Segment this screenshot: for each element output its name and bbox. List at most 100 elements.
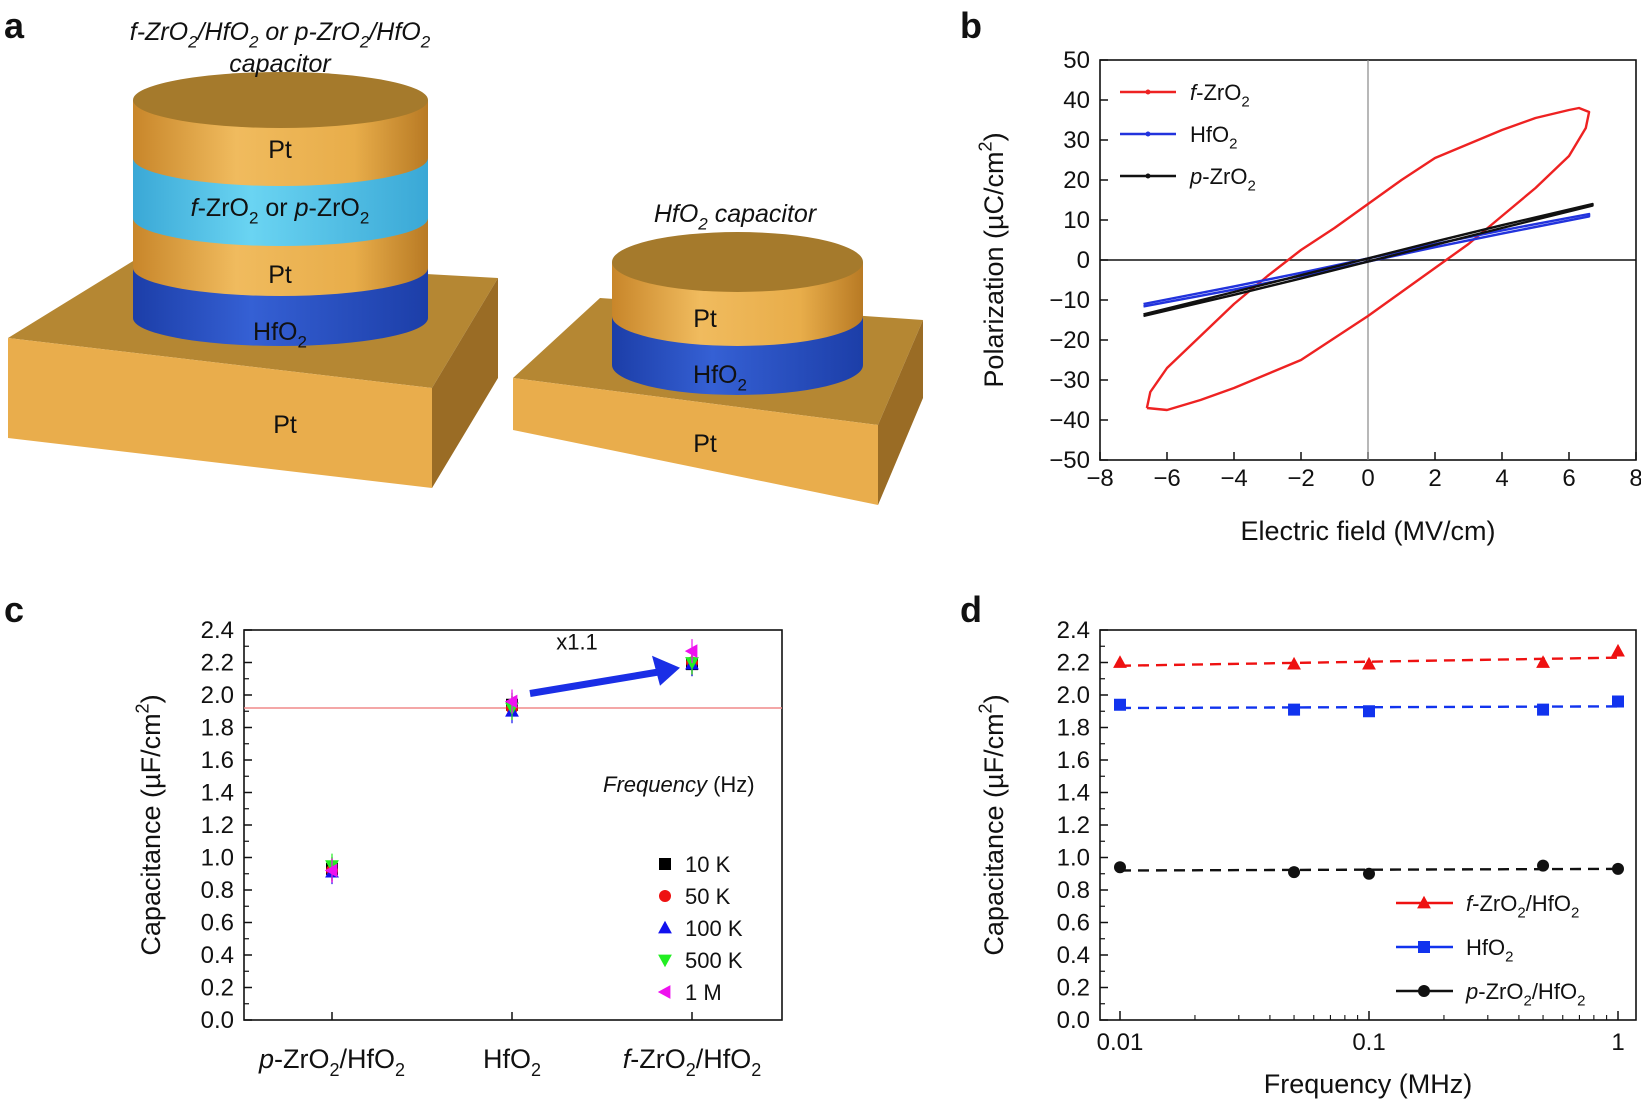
chart-d-legend-label: f-ZrO2/HfO2 <box>1466 891 1579 922</box>
chart-b-ylabel: Polarization (µC/cm2) <box>976 132 1009 387</box>
chart-c-ytick-label: 2.2 <box>201 650 234 677</box>
chart-c-category-label: p-ZrO2/HfO2 <box>258 1044 405 1080</box>
capacitor-diagram-left: f-ZrO2/HfO2 or p-ZrO2/HfO2 capacitor Pt … <box>8 18 498 488</box>
chart-c-point <box>504 694 518 709</box>
chart-b-legend-label: f-ZrO2 <box>1190 80 1250 111</box>
chart-c-ytick-label: 1.8 <box>201 715 234 742</box>
chart-c-legend-marker <box>659 890 671 902</box>
chart-c-legend-marker <box>658 920 672 934</box>
chart-c-ytick-label: 1.2 <box>201 812 234 839</box>
chart-b-ytick-label: 40 <box>1063 87 1090 114</box>
chart-c-capacitance: 0.0 0.2 0.4 0.6 0.8 1.0 1.2 1.4 1.6 1.8 2.0 2.2 2.4 p… <box>133 617 783 1080</box>
chart-d-ytick-label: 0.4 <box>1057 942 1090 969</box>
chart-d-ytick-label: 2.0 <box>1057 682 1090 709</box>
chart-c-legend-label: 10 K <box>685 852 731 877</box>
right-top-cap <box>612 232 863 292</box>
chart-b-ytick-label: −40 <box>1049 407 1090 434</box>
chart-b-ytick-label: 20 <box>1063 167 1090 194</box>
chart-b-ytick-label: −30 <box>1049 367 1090 394</box>
chart-b-xlabel: Electric field (MV/cm) <box>1240 516 1495 546</box>
chart-b-xtick-label: 6 <box>1562 465 1575 492</box>
left-label-pt-top: Pt <box>268 136 292 164</box>
chart-c-legend-title: Frequency (Hz) <box>603 772 755 797</box>
chart-c-ylabel: Capacitance (µF/cm2) <box>133 694 166 955</box>
panel-label-d: d <box>960 589 982 630</box>
chart-d-point <box>1612 862 1624 875</box>
chart-d-point <box>1363 867 1375 880</box>
chart-c-category-label: f-ZrO2/HfO2 <box>623 1044 762 1080</box>
chart-d-ylabel: Capacitance (µF/cm2) <box>976 694 1009 955</box>
left-top-cap <box>133 72 428 128</box>
chart-d-point <box>1363 705 1375 718</box>
chart-d-ytick-label: 2.4 <box>1057 617 1090 644</box>
chart-d-fit-line <box>1119 867 1619 872</box>
chart-c-ytick-label: 1.6 <box>201 747 234 774</box>
chart-b-ytick-label: 50 <box>1063 47 1090 74</box>
chart-d-xtick-label: 1 <box>1611 1029 1624 1056</box>
chart-b-xtick-label: 0 <box>1361 465 1374 492</box>
chart-c-legend-marker <box>658 954 672 968</box>
chart-b-ytick-label: −50 <box>1049 447 1090 474</box>
chart-c-ytick-label: 0.0 <box>201 1007 234 1034</box>
chart-d-xtick-label: 0.1 <box>1352 1029 1385 1056</box>
chart-c-ytick-label: 1.0 <box>201 845 234 872</box>
chart-b-ytick-label: −10 <box>1049 287 1090 314</box>
right-label-hfo2: HfO2 <box>693 361 747 395</box>
chart-c-legend-marker <box>659 858 671 870</box>
chart-b-xtick-label: 8 <box>1629 465 1641 492</box>
right-label-pt: Pt <box>693 305 717 333</box>
chart-c-legend-label: 1 M <box>685 980 722 1005</box>
capacitor-diagram-right: HfO2 capacitor Pt HfO2 Pt <box>513 200 923 505</box>
chart-d-legend-marker <box>1417 895 1431 909</box>
panel-label-a: a <box>4 5 25 46</box>
left-label-zro2: f-ZrO2 or p-ZrO2 <box>191 194 370 228</box>
chart-d-point <box>1612 695 1624 708</box>
chart-d-point <box>1611 643 1625 657</box>
chart-d-ytick-label: 1.8 <box>1057 715 1090 742</box>
chart-d-point <box>1362 656 1376 670</box>
chart-c-arrow-shaft <box>529 668 661 697</box>
chart-b-xtick-label: 4 <box>1495 465 1508 492</box>
chart-c-ytick-label: 0.4 <box>201 942 234 969</box>
chart-c-ytick-label: 2.4 <box>201 617 234 644</box>
chart-d-point <box>1288 866 1301 879</box>
chart-d-ytick-label: 0.6 <box>1057 910 1090 937</box>
chart-b-ytick-label: −20 <box>1049 327 1090 354</box>
chart-d-point <box>1114 698 1126 711</box>
chart-b-xtick-label: 2 <box>1428 465 1441 492</box>
chart-c-ytick-label: 0.8 <box>201 877 234 904</box>
chart-d-point <box>1537 859 1550 872</box>
chart-b-legend-dot <box>1145 89 1151 95</box>
chart-d-ytick-label: 1.6 <box>1057 747 1090 774</box>
left-label-substrate: Pt <box>273 411 297 439</box>
chart-d-point <box>1287 656 1301 670</box>
chart-b-xtick-label: −4 <box>1220 465 1247 492</box>
right-label-substrate: Pt <box>693 430 717 458</box>
chart-b-legend-dot <box>1145 131 1151 137</box>
chart-d-point <box>1113 655 1127 668</box>
chart-b-xtick-label: −6 <box>1153 465 1180 492</box>
chart-c-point <box>685 657 699 670</box>
chart-b-legend-dot <box>1145 173 1151 179</box>
chart-b-ytick-label: 0 <box>1077 247 1090 274</box>
chart-c-point <box>324 863 338 878</box>
chart-b-legend-label: p-ZrO2 <box>1189 164 1256 195</box>
chart-d-point <box>1114 861 1126 874</box>
chart-b-xtick-label: −8 <box>1086 465 1113 492</box>
left-substrate-front <box>8 338 432 488</box>
chart-d-ytick-label: 0.8 <box>1057 877 1090 904</box>
chart-c-ytick-label: 2.0 <box>201 682 234 709</box>
chart-c-legend-marker <box>657 985 671 999</box>
right-title: HfO2 capacitor <box>654 200 818 234</box>
chart-d-fit-line <box>1119 656 1619 667</box>
chart-d-legend-marker <box>1418 985 1430 997</box>
chart-c-legend-label: 100 K <box>685 916 743 941</box>
chart-d-ytick-label: 0.2 <box>1057 975 1090 1002</box>
left-title-line1: f-ZrO2/HfO2 or p-ZrO2/HfO2 <box>130 18 431 52</box>
chart-d-ytick-label: 0.0 <box>1057 1007 1090 1034</box>
chart-d-frame <box>1099 629 1637 1021</box>
chart-d-point <box>1288 703 1301 716</box>
chart-b-legend-label: HfO2 <box>1190 122 1237 153</box>
chart-d-frequency: 0.0 0.2 0.4 0.6 0.8 1.0 1.2 1.4 1.6 1.8 2.0 2.2 2.4 0… <box>976 617 1637 1099</box>
